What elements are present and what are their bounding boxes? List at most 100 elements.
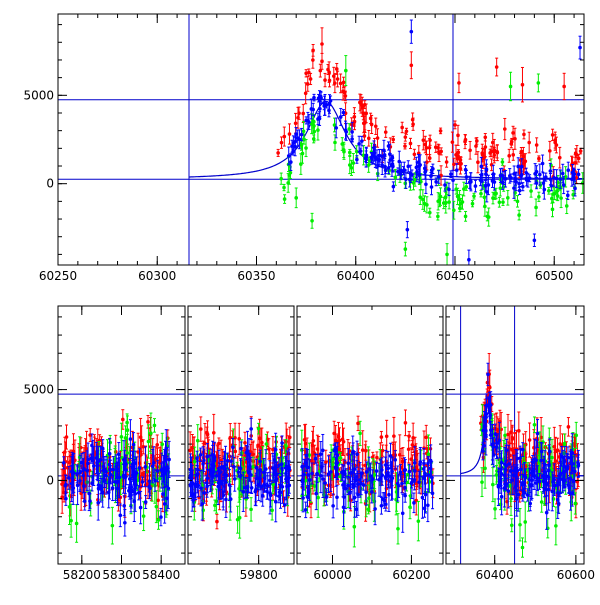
data-point [472,194,476,198]
data-point [537,195,541,199]
data-point [323,78,327,82]
data-point [101,468,105,472]
data-point [467,258,471,262]
data-point [83,499,87,503]
data-point [383,153,387,157]
data-point [424,169,428,173]
data-point [196,472,200,476]
data-point [138,466,142,470]
data-point [214,474,218,478]
data-point [512,186,516,190]
data-point [148,479,152,483]
x-tick-label: 60500 [535,269,573,283]
data-point [302,129,306,133]
data-point [344,69,348,73]
data-point [533,238,537,242]
data-point [465,175,469,179]
data-point [256,476,260,480]
data-point [212,431,216,435]
data-point [311,49,315,53]
data-point [418,195,422,199]
data-point [356,422,360,426]
data-point [195,457,199,461]
data-point [316,128,320,132]
data-point [521,185,525,189]
data-point [226,459,230,463]
data-point [86,458,90,462]
data-point [521,83,525,87]
data-point [380,435,384,439]
data-point [256,444,260,448]
data-point [332,74,336,78]
data-point [319,95,323,99]
data-point [561,172,565,176]
data-point [332,432,336,436]
data-point [486,215,490,219]
data-point [562,183,566,187]
data-point [362,121,366,125]
data-point [129,437,133,441]
data-point [408,178,412,182]
data-point [480,180,484,184]
data-point [157,518,161,522]
data-point [282,135,286,139]
data-point [357,142,361,146]
data-point [388,158,392,162]
data-point [206,455,210,459]
data-point [468,148,472,152]
data-point [88,499,92,503]
data-point [551,192,555,196]
data-point [201,462,205,466]
x-tick-label: 58200 [63,568,101,582]
data-point [224,498,228,502]
data-point [457,81,461,85]
data-point [348,151,352,155]
data-point [164,447,168,451]
data-point [119,514,123,518]
data-point [399,172,403,176]
data-point [82,484,86,488]
bottom-segment-2-frame [188,306,294,564]
data-point [480,165,484,169]
data-point [364,449,368,453]
data-point [511,131,515,135]
data-point [573,187,577,191]
data-point [509,85,513,89]
x-tick-label: 58400 [142,568,180,582]
data-point [474,144,478,148]
data-point [96,501,100,505]
data-point [449,172,453,176]
data-point [537,81,541,85]
data-point [101,491,105,495]
data-point [64,497,68,501]
data-point [359,149,363,153]
data-point [447,200,451,204]
data-point [558,156,562,160]
data-point [272,483,276,487]
data-point [479,192,483,196]
data-point [215,520,219,524]
data-point [517,213,521,217]
data-point [455,168,459,172]
data-point [413,178,417,182]
data-point [404,135,408,139]
data-point [520,173,524,177]
data-point [307,71,311,75]
data-point [283,503,287,507]
data-point [456,195,460,199]
data-point [344,94,348,98]
data-point [339,115,343,119]
data-point [196,439,200,443]
data-point [418,179,422,183]
data-point [147,440,151,444]
data-point [501,200,505,204]
data-point [469,179,473,183]
data-point [251,452,255,456]
data-point [76,483,80,487]
data-point [165,497,169,501]
data-point [294,132,298,136]
data-point [144,465,148,469]
x-tick-label: 58300 [102,568,140,582]
data-point [328,79,332,83]
